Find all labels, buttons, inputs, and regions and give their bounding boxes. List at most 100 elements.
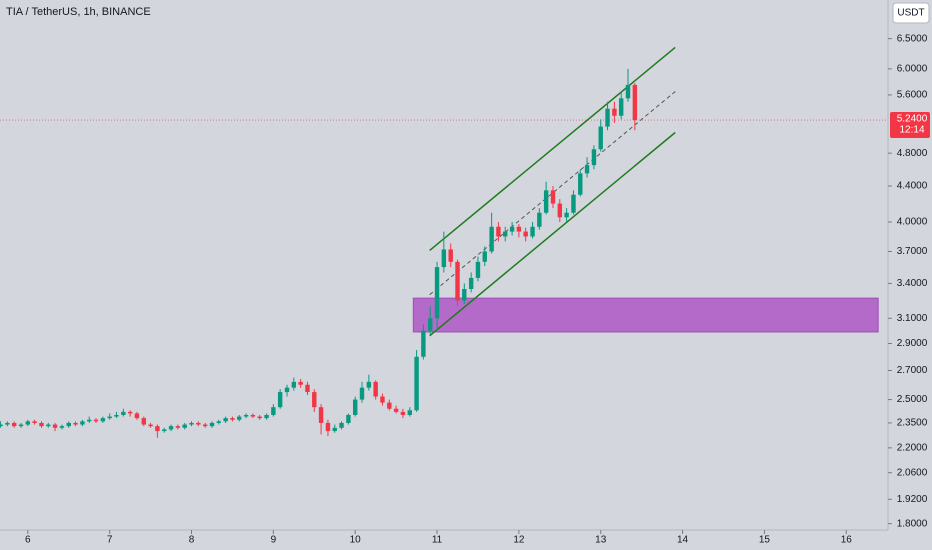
candle-body: [59, 426, 65, 428]
countdown-label: 12:14: [899, 125, 924, 136]
candle-body: [182, 424, 187, 428]
candle-body: [543, 190, 549, 213]
candle-body: [80, 421, 85, 425]
candle-body: [523, 231, 528, 237]
y-tick-label: 2.7000: [897, 365, 928, 376]
candle-body: [298, 381, 303, 385]
candle-body: [243, 414, 249, 417]
y-tick-label: 2.3500: [897, 418, 928, 429]
candle-body: [230, 418, 235, 420]
candle-body: [277, 392, 283, 408]
candle-body: [475, 261, 481, 278]
x-tick-label: 13: [595, 535, 607, 546]
candle-body: [127, 411, 133, 414]
currency-button[interactable]: [892, 2, 930, 24]
candle-body: [387, 402, 392, 409]
candle-body: [598, 126, 603, 150]
candle-body: [564, 212, 569, 218]
x-tick-label: 9: [271, 535, 277, 546]
candle-body: [305, 384, 310, 393]
candle-body: [223, 418, 228, 422]
candle-body: [5, 422, 10, 425]
plot-layer: [0, 46, 888, 438]
candle-body: [100, 418, 106, 422]
candle-body: [46, 424, 51, 427]
x-tick-label: 16: [841, 535, 853, 546]
y-tick-label: 5.6000: [897, 90, 928, 101]
candle-body: [482, 251, 487, 262]
candle-body: [421, 330, 426, 357]
candle-body: [284, 387, 290, 393]
candle-body: [0, 424, 3, 427]
y-tick-label: 2.9000: [897, 338, 928, 349]
chart-title: TIA / TetherUS, 1h, BINANCE: [6, 6, 151, 18]
x-tick-label: 14: [677, 535, 689, 546]
candle-body: [196, 422, 201, 425]
candle-body: [271, 407, 276, 415]
currency-label[interactable]: USDT: [897, 8, 924, 19]
candle-body: [73, 422, 78, 425]
x-tick-label: 6: [25, 535, 31, 546]
candle-body: [155, 426, 160, 432]
last-price-label: 5.2400: [897, 114, 928, 125]
x-tick-label: 10: [350, 535, 362, 546]
candle-body: [312, 392, 317, 408]
candle-body: [216, 421, 221, 423]
candle-body: [380, 396, 385, 403]
candle-body: [257, 416, 262, 419]
candle-body: [448, 249, 453, 262]
candle-body: [107, 416, 112, 419]
x-tick-label: 7: [107, 535, 113, 546]
candle-body: [291, 381, 297, 388]
candle-body: [66, 422, 71, 427]
candle-body: [359, 387, 365, 400]
candle-body: [202, 424, 208, 427]
candle-body: [441, 249, 447, 268]
candle-body: [557, 203, 563, 218]
candle-body: [496, 226, 501, 237]
candle-body: [11, 422, 17, 427]
candle-body: [516, 226, 522, 232]
candle-body: [264, 414, 269, 419]
candle-body: [605, 108, 610, 127]
y-tick-label: 2.0600: [897, 467, 928, 478]
last-price-tag: [890, 112, 930, 139]
candle-body: [237, 416, 242, 420]
candle-body: [591, 149, 597, 166]
y-tick-label: 2.2000: [897, 442, 928, 453]
candle-body: [393, 408, 399, 412]
candle-body: [93, 419, 99, 422]
channel-upper: [429, 46, 676, 252]
y-tick-label: 6.5000: [897, 33, 928, 44]
candle-body: [503, 231, 508, 237]
y-tick-label: 3.7000: [897, 246, 928, 257]
candle-body: [366, 381, 372, 388]
candle-body: [339, 422, 344, 428]
y-tick-label: 3.4000: [897, 278, 928, 289]
candle-body: [373, 381, 378, 397]
candle-body: [18, 424, 24, 427]
candle-body: [346, 414, 351, 423]
candle-body: [25, 421, 31, 425]
candle-body: [250, 414, 256, 417]
y-tick-label: 4.4000: [897, 181, 928, 192]
candle-body: [455, 261, 460, 301]
candle-body: [414, 356, 419, 411]
candle-body: [189, 422, 194, 425]
candle-body: [141, 418, 147, 425]
candle-body: [550, 190, 556, 204]
candle-body: [352, 399, 358, 415]
candle-body: [509, 226, 515, 232]
candle-body: [584, 165, 590, 174]
candle-body: [332, 427, 337, 432]
y-tick-label: 6.0000: [897, 64, 928, 75]
x-tick-label: 15: [759, 535, 771, 546]
candle-body: [462, 289, 467, 301]
candle-body: [578, 173, 583, 195]
candle-body: [87, 419, 92, 422]
candle-body: [400, 411, 406, 415]
candle-body: [571, 194, 576, 213]
candle-body: [32, 421, 37, 423]
candle-body: [632, 84, 638, 121]
